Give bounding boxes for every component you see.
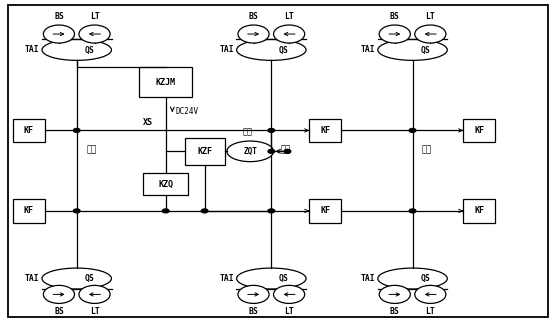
Bar: [265, 43, 267, 57]
Text: 中桥: 中桥: [281, 145, 291, 154]
Text: BS: BS: [249, 307, 259, 316]
Circle shape: [274, 25, 305, 43]
Text: 前桥: 前桥: [86, 145, 96, 154]
Circle shape: [415, 25, 446, 43]
Text: BS: BS: [390, 307, 400, 316]
Bar: [406, 43, 409, 57]
Text: BS: BS: [54, 12, 64, 21]
Circle shape: [238, 285, 269, 303]
Circle shape: [43, 25, 75, 43]
Text: 后桥: 后桥: [421, 145, 431, 154]
Ellipse shape: [227, 141, 274, 162]
Bar: [139, 67, 192, 97]
Text: BS: BS: [249, 12, 259, 21]
Circle shape: [79, 285, 110, 303]
Text: LT: LT: [425, 307, 435, 316]
Text: XS: XS: [143, 118, 153, 127]
Bar: [309, 119, 341, 142]
Circle shape: [379, 25, 410, 43]
Circle shape: [79, 25, 110, 43]
Circle shape: [73, 209, 80, 213]
Ellipse shape: [378, 268, 448, 289]
Text: QS: QS: [279, 45, 289, 54]
Text: LT: LT: [425, 12, 435, 21]
Text: KF: KF: [474, 126, 484, 135]
Text: TAI: TAI: [24, 274, 39, 283]
Text: DC24V: DC24V: [175, 107, 198, 116]
Circle shape: [201, 209, 208, 213]
Text: KZF: KZF: [197, 147, 212, 156]
Ellipse shape: [42, 268, 112, 289]
Text: ZQT: ZQT: [244, 147, 257, 156]
Text: KF: KF: [320, 206, 330, 215]
Circle shape: [162, 209, 169, 213]
Circle shape: [415, 285, 446, 303]
Text: KF: KF: [24, 206, 34, 215]
Bar: [70, 271, 73, 286]
Text: 气源: 气源: [242, 127, 252, 136]
Text: LT: LT: [284, 307, 294, 316]
Text: KF: KF: [24, 126, 34, 135]
Ellipse shape: [42, 40, 112, 61]
Circle shape: [43, 285, 75, 303]
Ellipse shape: [378, 40, 448, 61]
Circle shape: [238, 25, 269, 43]
Circle shape: [268, 149, 275, 153]
Ellipse shape: [237, 40, 306, 61]
Text: BS: BS: [54, 307, 64, 316]
Text: QS: QS: [420, 274, 430, 283]
Bar: [13, 199, 45, 223]
Text: KZQ: KZQ: [158, 180, 173, 189]
Circle shape: [409, 128, 416, 132]
Circle shape: [284, 149, 291, 153]
Circle shape: [268, 128, 275, 132]
Text: KZJM: KZJM: [156, 78, 176, 87]
Text: QS: QS: [420, 45, 430, 54]
Text: TAI: TAI: [360, 274, 375, 283]
Text: LT: LT: [284, 12, 294, 21]
Bar: [463, 199, 495, 223]
Bar: [13, 119, 45, 142]
Text: TAI: TAI: [219, 274, 234, 283]
Circle shape: [379, 285, 410, 303]
Text: LT: LT: [90, 307, 100, 316]
Text: KF: KF: [320, 126, 330, 135]
Bar: [265, 271, 267, 286]
Text: LT: LT: [90, 12, 100, 21]
Text: KF: KF: [474, 206, 484, 215]
Ellipse shape: [237, 268, 306, 289]
Text: TAI: TAI: [219, 45, 234, 54]
Text: TAI: TAI: [360, 45, 375, 54]
Bar: [463, 119, 495, 142]
Bar: [309, 199, 341, 223]
Circle shape: [268, 209, 275, 213]
Circle shape: [409, 209, 416, 213]
Bar: [406, 271, 409, 286]
Circle shape: [274, 285, 305, 303]
Circle shape: [73, 128, 80, 132]
Bar: [143, 173, 188, 195]
Text: QS: QS: [279, 274, 289, 283]
Text: QS: QS: [85, 45, 94, 54]
Bar: [185, 138, 225, 165]
Text: TAI: TAI: [24, 45, 39, 54]
Bar: [70, 43, 73, 57]
Text: BS: BS: [390, 12, 400, 21]
Text: QS: QS: [85, 274, 94, 283]
